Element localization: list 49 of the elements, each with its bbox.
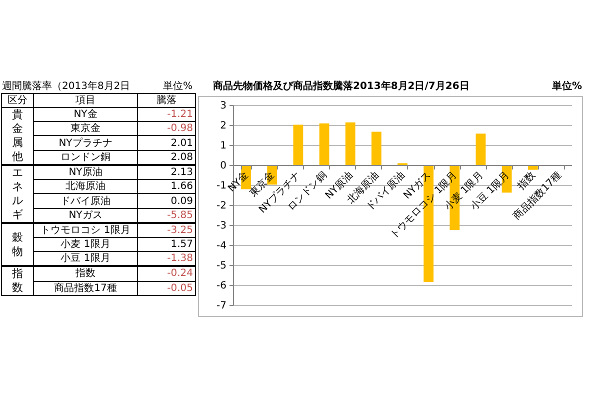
bar	[319, 123, 330, 165]
text: 指数	[12, 267, 24, 295]
bar	[371, 132, 382, 165]
data-label: -0.05	[138, 281, 196, 296]
category-label: 小豆 1限月	[34, 252, 138, 266]
text: 単位%	[163, 80, 193, 93]
data-label: 2.08	[138, 150, 196, 165]
data-label: 0.09	[138, 194, 196, 208]
y-tick-label: -5	[216, 260, 226, 272]
text: 騰落	[138, 94, 196, 108]
bar	[345, 122, 356, 165]
category-label: 小麦 1限月	[34, 238, 138, 252]
chart-subtitle: 単位%	[552, 80, 582, 93]
y-tick-label: -3	[216, 220, 226, 232]
text: 項目	[34, 94, 138, 108]
category-label: NY金	[34, 108, 138, 122]
text: 区分	[2, 94, 34, 108]
data-label: -0.24	[138, 266, 196, 281]
y-tick-label: -1	[216, 180, 226, 192]
y-tick-label: 1	[220, 140, 226, 152]
data-label: -5.85	[138, 208, 196, 223]
y-tick-label: -4	[216, 240, 226, 252]
data-label: 2.13	[138, 165, 196, 180]
data-label: -1.38	[138, 252, 196, 266]
y-tick-label: 0	[220, 160, 226, 172]
text: 貴金属他	[12, 108, 24, 164]
data-label: -0.98	[138, 122, 196, 136]
text: エネルギ	[12, 166, 24, 222]
bar	[476, 134, 486, 165]
category-label: 商品指数17種	[34, 281, 138, 296]
category-label: 指数	[34, 266, 138, 281]
y-tick-label: -7	[216, 300, 226, 312]
data-label: -1.21	[138, 108, 196, 122]
text: 週間騰落率（2013年8月2日	[2, 80, 130, 93]
y-tick-label: 3	[220, 100, 226, 112]
y-tick-label: 2	[220, 120, 226, 132]
text: 穀物	[12, 230, 24, 258]
y-tick-label: -2	[216, 200, 226, 212]
chart-title: 商品先物価格及び商品指数騰落2013年8月2日/7月26日	[213, 79, 470, 93]
data-label: 1.66	[138, 180, 196, 194]
category-label: ロンドン銅	[34, 150, 138, 165]
data-label: 1.57	[138, 238, 196, 252]
data-label: -3.25	[138, 223, 196, 238]
bar	[293, 124, 304, 165]
category-label: NYプラチナ	[34, 136, 138, 150]
y-tick-label: -6	[216, 280, 226, 292]
category-label: 東京金	[34, 122, 138, 136]
category-label: トウモロコシ 1限月	[34, 223, 138, 238]
data-label: 2.01	[138, 136, 196, 150]
